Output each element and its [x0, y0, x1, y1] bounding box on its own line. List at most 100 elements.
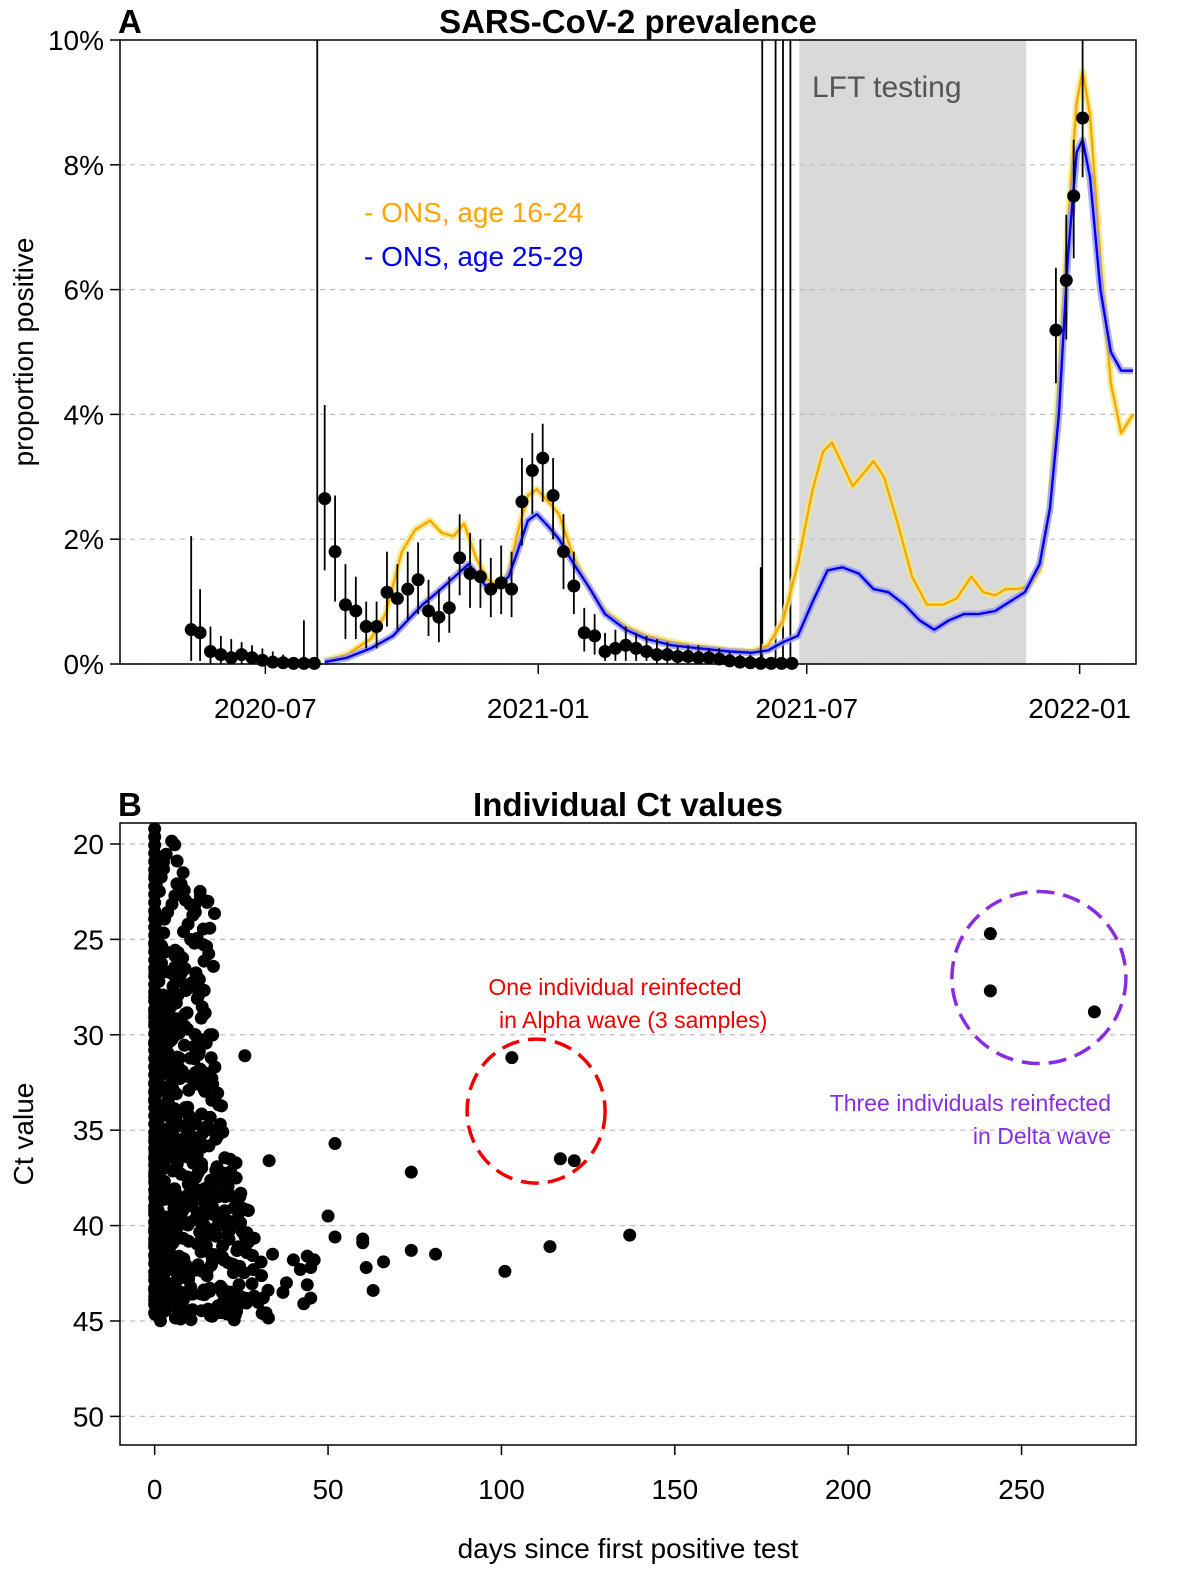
panel-b-y-axis: 20 25 30 35 40 45 50 — [73, 829, 120, 1432]
data-point — [224, 651, 238, 665]
data-point — [401, 582, 415, 596]
panel-a-title: SARS-CoV-2 prevalence — [439, 3, 817, 40]
y-tick-label: 40 — [73, 1211, 104, 1242]
data-point — [404, 1243, 418, 1257]
panel-a-label: A — [118, 3, 142, 40]
panel-b-label: B — [118, 786, 142, 823]
data-point — [180, 1150, 194, 1164]
panel-b-points — [148, 822, 1101, 1328]
alpha-annotation-line-2: in Alpha wave (3 samples) — [493, 1007, 768, 1033]
y-tick-label: 50 — [73, 1401, 104, 1432]
panel-b-title: Individual Ct values — [473, 786, 783, 823]
data-point — [176, 951, 190, 965]
data-point — [168, 1311, 182, 1325]
data-point — [231, 1213, 245, 1227]
y-tick-label: 45 — [73, 1306, 104, 1337]
data-point — [190, 931, 204, 945]
panel-b-frame — [119, 822, 1137, 1446]
data-point — [206, 1200, 220, 1214]
data-point — [463, 567, 477, 581]
data-point — [216, 1205, 230, 1219]
data-point — [255, 1269, 268, 1283]
alpha-annotation-line-1: One individual reinfected — [488, 974, 741, 1000]
data-point — [411, 573, 425, 587]
data-point — [276, 656, 290, 670]
data-point — [205, 1257, 219, 1270]
data-point — [577, 626, 591, 640]
data-point — [240, 1246, 254, 1260]
x-tick-label: 200 — [825, 1474, 872, 1505]
data-point — [702, 651, 716, 665]
panel-a-y-axis: 0% 2% 4% 6% 8% 10% — [48, 25, 120, 680]
data-point — [210, 1160, 224, 1174]
panel-a-frame — [119, 39, 1137, 665]
data-point — [261, 1283, 275, 1297]
data-point — [338, 598, 352, 612]
data-point — [266, 1247, 280, 1261]
data-point — [201, 894, 215, 908]
data-point — [180, 1006, 194, 1020]
data-point — [556, 545, 570, 559]
data-point — [629, 641, 643, 655]
data-point — [216, 1239, 230, 1253]
data-point — [200, 939, 214, 953]
data-point — [473, 570, 487, 584]
data-point — [209, 1229, 223, 1243]
panel-b-x-axis-label: days since first positive test — [458, 1533, 799, 1564]
data-point — [307, 1253, 321, 1267]
data-point — [194, 1245, 208, 1259]
y-tick-label: 6% — [64, 275, 104, 306]
data-point — [170, 854, 184, 868]
y-tick-label: 35 — [73, 1115, 104, 1146]
data-point — [165, 1017, 179, 1031]
data-point — [262, 1154, 276, 1168]
data-point — [203, 1028, 217, 1042]
data-point — [195, 1161, 209, 1175]
data-point — [195, 1264, 209, 1278]
y-tick-label: 2% — [64, 524, 104, 555]
data-point — [220, 1172, 234, 1186]
data-point — [494, 576, 508, 590]
data-point — [1067, 189, 1081, 203]
data-point — [328, 545, 342, 559]
y-tick-label: 0% — [64, 649, 104, 680]
data-point — [168, 1106, 182, 1120]
data-point — [255, 1306, 269, 1320]
data-point — [640, 645, 654, 659]
data-point — [588, 629, 602, 643]
x-tick-label: 2021-01 — [487, 693, 590, 724]
data-point — [176, 866, 190, 880]
delta-annotation-line-1: Three individuals reinfected — [830, 1090, 1111, 1116]
panel-a-vertical-lines — [316, 40, 792, 664]
data-point — [236, 1296, 250, 1310]
data-point — [235, 648, 249, 662]
data-point — [164, 1000, 178, 1013]
data-point — [429, 1247, 443, 1261]
data-point — [194, 1011, 208, 1025]
data-point — [245, 651, 259, 665]
data-point — [167, 1224, 180, 1238]
data-point — [166, 1122, 180, 1136]
data-point — [170, 1159, 184, 1173]
data-point — [203, 645, 217, 659]
data-point — [681, 650, 695, 664]
delta-annotation-line-2: in Delta wave — [973, 1123, 1111, 1149]
data-point — [186, 1287, 200, 1301]
panel-a: 0% 2% 4% 6% 8% 10% 2020-07 2021-01 2021-07 2022-… — [8, 3, 1137, 724]
x-tick-label: 100 — [478, 1474, 525, 1505]
data-point — [1049, 323, 1063, 337]
lft-testing-region — [799, 40, 1027, 664]
data-point — [623, 1228, 637, 1242]
data-point — [650, 648, 664, 662]
data-point — [176, 1217, 190, 1231]
data-point — [162, 1057, 176, 1071]
data-point — [206, 959, 220, 973]
data-point — [169, 1087, 183, 1101]
data-point — [193, 626, 207, 640]
x-tick-label: 2022-01 — [1028, 693, 1131, 724]
data-point — [196, 1126, 210, 1140]
data-point — [660, 648, 674, 662]
data-point — [163, 1257, 177, 1271]
data-point — [671, 650, 685, 664]
x-tick-label: 150 — [651, 1474, 698, 1505]
